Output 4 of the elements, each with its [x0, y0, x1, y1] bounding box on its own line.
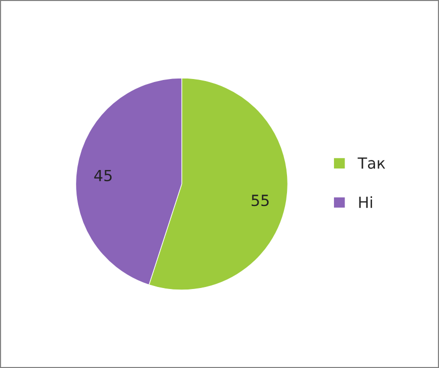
- data-label: 45: [94, 170, 112, 182]
- legend-label: Ні: [359, 196, 372, 208]
- legend-label: Так: [358, 157, 386, 169]
- data-label: 55: [252, 194, 269, 206]
